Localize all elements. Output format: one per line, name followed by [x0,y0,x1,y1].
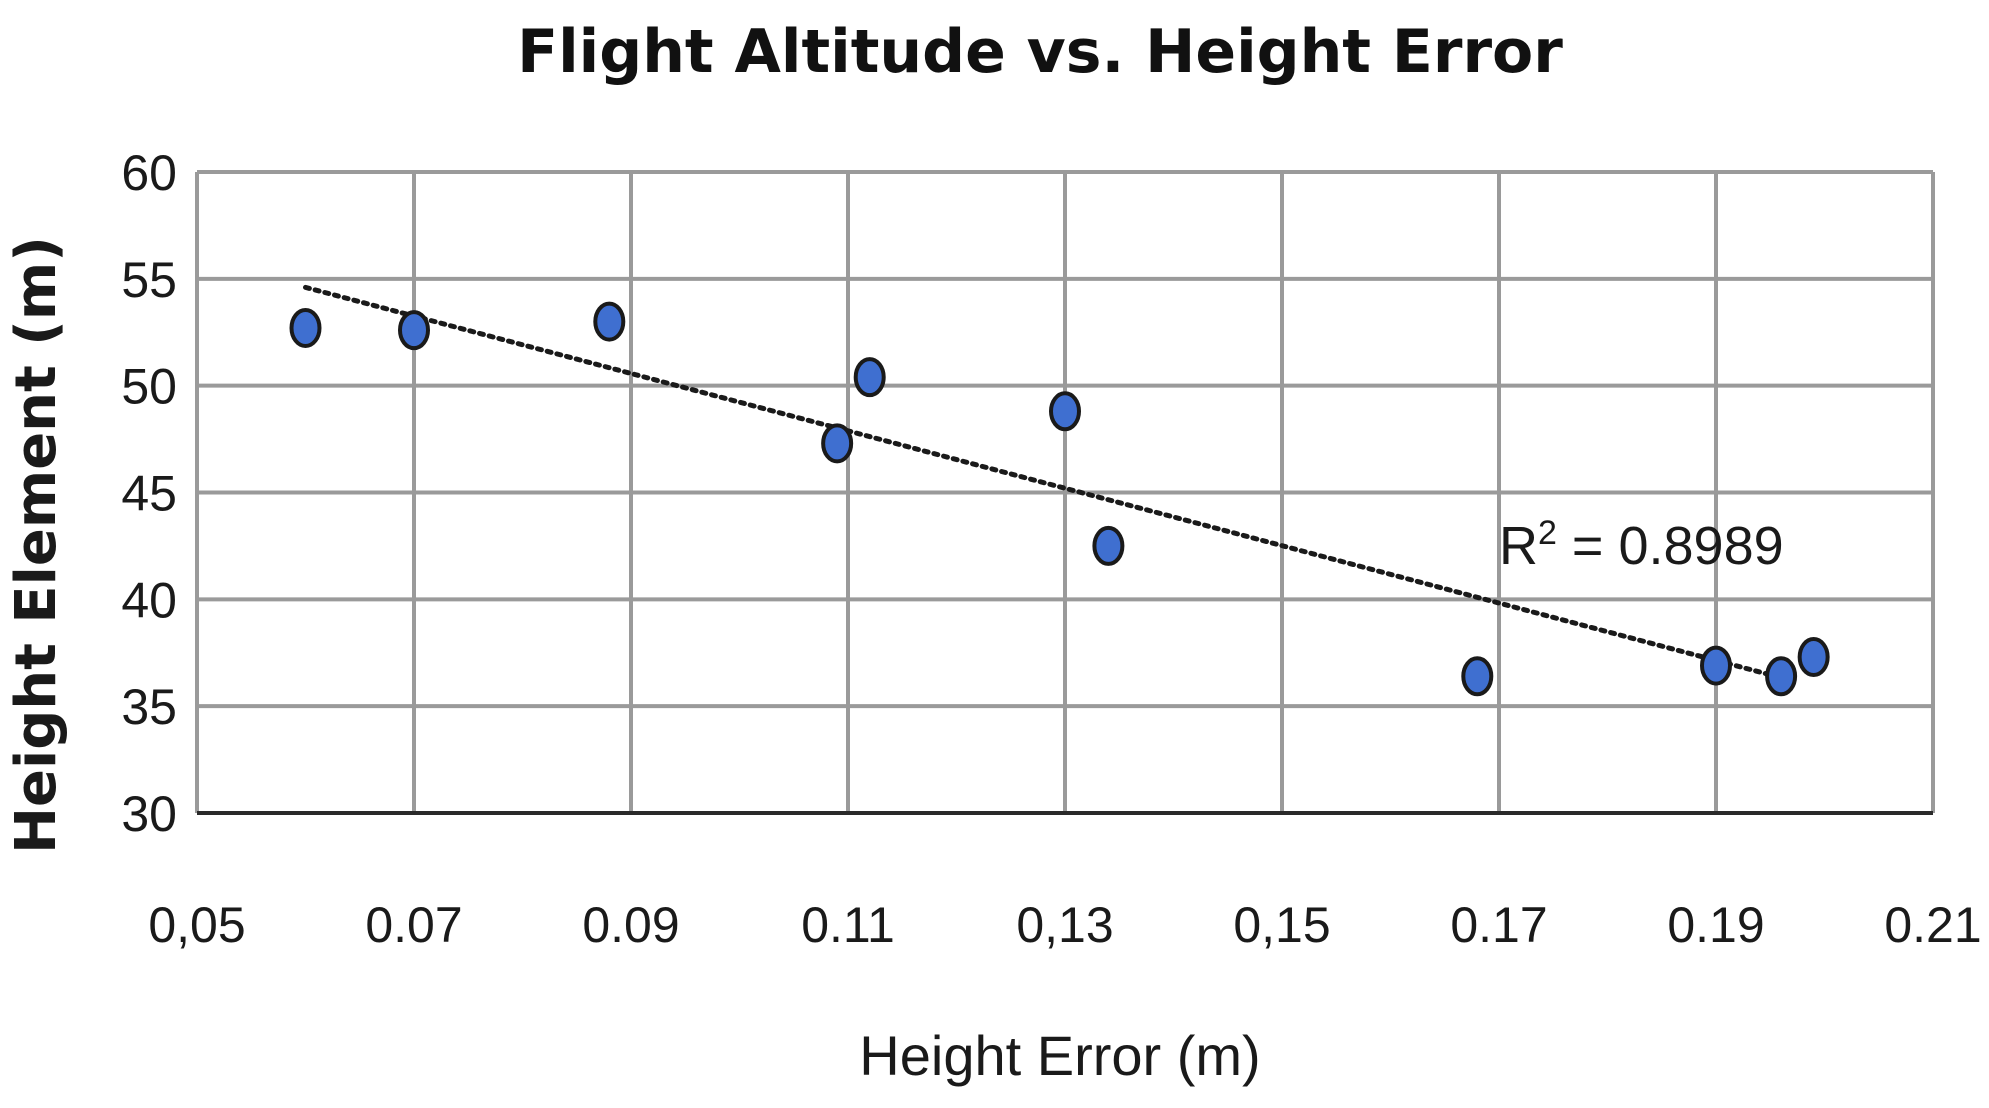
data-point [1049,391,1081,432]
x-tick-label: 0,15 [1233,897,1330,953]
grid [195,170,1935,815]
x-tick-label: 0.11 [801,897,895,953]
data-point [1700,645,1732,686]
data-points [289,301,1830,697]
data-point [1092,525,1125,566]
data-point [853,357,886,398]
y-tick-labels: 30 35 40 45 50 55 60 [121,145,177,842]
y-tick-label: 45 [121,466,177,522]
y-tick-label: 55 [121,252,177,308]
y-tick-label: 60 [121,145,177,201]
r-squared-value: = 0.8989 [1557,516,1784,576]
y-tick-label: 30 [121,786,177,842]
r-squared-annotation: R2 = 0.8989 [1499,514,1784,576]
data-point [398,310,430,351]
x-tick-label: 0,05 [148,897,245,953]
x-tick-label: 0.09 [582,897,679,953]
r-squared-r: R [1499,516,1538,576]
y-tick-label: 35 [121,679,177,735]
data-point [821,423,854,464]
y-tick-label: 50 [121,359,177,415]
data-point [593,301,626,342]
trendline [303,284,1795,684]
x-tick-label: 0,13 [1016,897,1113,953]
y-tick-label: 40 [121,572,177,628]
x-tick-label: 0.21 [1884,897,1981,953]
y-axis-label: Height Element (m) [4,236,69,854]
x-tick-label: 0.17 [1450,897,1547,953]
chart-title: Flight Altitude vs. Height Error [517,17,1563,87]
x-tick-labels: 0,05 0.07 0.09 0.11 0,13 0,15 0.17 0.19 0.21 [148,897,1981,953]
data-point [1765,656,1798,697]
data-point [1797,637,1830,678]
x-tick-label: 0.07 [365,897,462,953]
r-squared-exponent: 2 [1538,514,1557,552]
data-point [1461,656,1494,697]
trendline-group [303,284,1795,684]
x-tick-label: 0.19 [1667,897,1764,953]
x-axis-label: Height Error (m) [859,1024,1260,1087]
data-point [289,307,322,348]
